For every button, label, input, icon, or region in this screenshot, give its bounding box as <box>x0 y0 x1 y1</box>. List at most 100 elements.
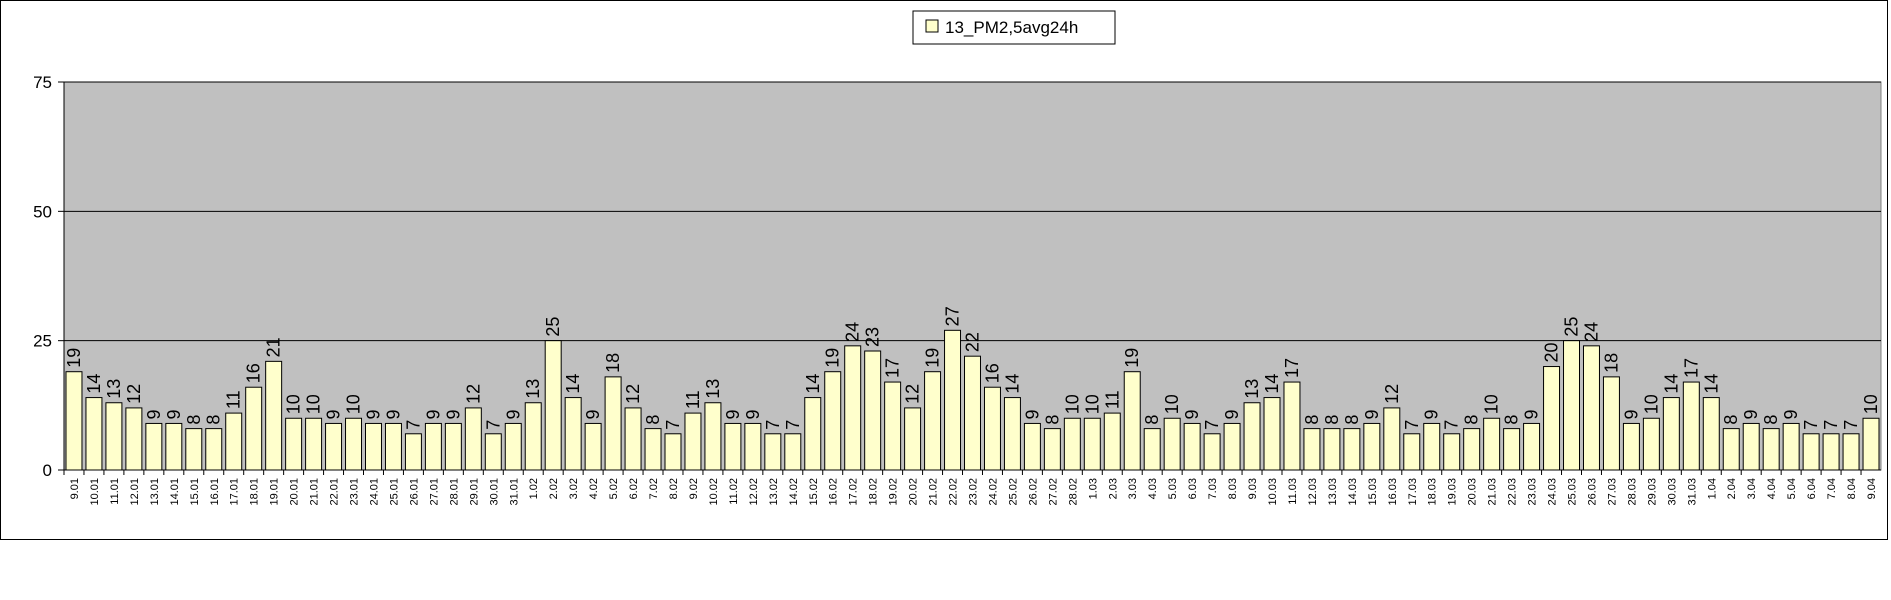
bar <box>1383 407 1401 471</box>
x-tick-label: 12.03 <box>1307 478 1319 506</box>
x-tick-label: 12.01 <box>129 478 141 506</box>
x-tick-label: 5.04 <box>1786 478 1798 499</box>
data-label: 7 <box>403 420 423 430</box>
data-label: 22 <box>963 332 983 352</box>
data-label: 9 <box>1522 409 1542 419</box>
bar <box>1563 340 1580 471</box>
bar <box>904 407 922 471</box>
legend-box <box>912 10 1116 45</box>
x-tick-label: 10.02 <box>708 478 720 506</box>
x-tick-label: 5.03 <box>1167 478 1179 499</box>
bar <box>1842 433 1860 471</box>
bar <box>564 397 582 471</box>
bar <box>664 433 682 471</box>
x-tick-label: 14.03 <box>1347 478 1359 506</box>
x-tick-label: 25.01 <box>388 478 400 506</box>
data-label: 8 <box>1042 415 1062 425</box>
data-label: 18 <box>603 353 623 373</box>
data-label: 9 <box>164 409 184 419</box>
x-tick-label: 23.01 <box>349 478 361 506</box>
bar <box>85 397 103 471</box>
data-label: 8 <box>204 415 224 425</box>
data-label: 7 <box>483 420 503 430</box>
x-tick-label: 26.02 <box>1027 478 1039 506</box>
bar <box>724 422 742 471</box>
x-tick-label: 6.02 <box>628 478 640 499</box>
data-label: 10 <box>1482 394 1502 414</box>
x-tick-label: 3.02 <box>568 478 580 499</box>
bar <box>604 376 622 471</box>
x-tick-label: 31.03 <box>1686 478 1698 506</box>
data-label: 7 <box>663 420 683 430</box>
bar <box>1543 366 1561 471</box>
data-label: 17 <box>1282 358 1302 378</box>
data-label: 9 <box>144 409 164 419</box>
data-label: 10 <box>1062 394 1082 414</box>
bar <box>624 407 642 471</box>
x-tick-labels: 9.01 10.01 11.01 12.01 13.01 14.01 15.01 16.01 1… <box>69 478 1878 506</box>
x-tick-label: 18.02 <box>868 478 880 506</box>
data-label: 9 <box>383 409 403 419</box>
x-tick-label: 13.03 <box>1327 478 1339 506</box>
x-tick-label: 3.03 <box>1127 478 1139 499</box>
bar <box>1323 428 1341 471</box>
x-tick-label: 9.01 <box>69 478 81 499</box>
bar <box>1682 381 1700 471</box>
bar <box>1602 376 1620 471</box>
data-label: 10 <box>1861 394 1881 414</box>
x-tick-label: 11.03 <box>1287 478 1299 505</box>
bar <box>1303 428 1321 471</box>
data-label: 17 <box>1681 358 1701 378</box>
x-tick-label: 9.04 <box>1866 478 1878 499</box>
x-tick-label: 23.03 <box>1527 478 1539 506</box>
data-label: 8 <box>1342 415 1362 425</box>
data-label: 10 <box>304 394 324 414</box>
x-tick-label: 9.03 <box>1247 478 1259 499</box>
data-label: 12 <box>903 384 923 404</box>
bar <box>784 433 802 471</box>
x-tick-label: 27.03 <box>1606 478 1618 506</box>
data-label: 7 <box>1801 420 1821 430</box>
data-label: 9 <box>1222 409 1242 419</box>
data-label: 9 <box>1621 409 1641 419</box>
data-label: 10 <box>1641 394 1661 414</box>
x-tick-label: 2.03 <box>1107 478 1119 499</box>
y-tick-label: 25 <box>33 332 52 351</box>
y-tick-labels: 0 25 50 75 <box>33 73 52 480</box>
x-tick-label: 23.02 <box>968 478 980 506</box>
x-tick-label: 20.02 <box>908 478 920 506</box>
data-label: 18 <box>1601 353 1621 373</box>
x-tick-label: 4.02 <box>588 478 600 499</box>
data-label: 9 <box>1362 409 1382 419</box>
x-tick-label: 10.01 <box>89 478 101 506</box>
x-tick-label: 28.01 <box>448 478 460 506</box>
x-tick-label: 5.02 <box>608 478 620 499</box>
x-tick-label: 6.04 <box>1806 478 1818 499</box>
bar <box>1343 428 1361 471</box>
data-label: 12 <box>623 384 643 404</box>
bar <box>944 329 962 471</box>
x-tick-label: 24.02 <box>987 478 999 506</box>
data-label: 8 <box>184 415 204 425</box>
x-tick-label: 7.02 <box>648 478 660 499</box>
x-tick-label: 3.04 <box>1746 478 1758 499</box>
data-label: 14 <box>1661 374 1681 394</box>
legend-swatch <box>925 19 939 33</box>
x-tick-label: 17.02 <box>848 478 860 506</box>
y-tick-label: 0 <box>43 461 52 480</box>
x-tick-label: 2.02 <box>548 478 560 499</box>
data-label: 8 <box>643 415 663 425</box>
x-tick-label: 22.01 <box>329 478 341 506</box>
bar <box>1483 417 1501 471</box>
data-label: 9 <box>723 409 743 419</box>
data-label: 11 <box>683 390 703 409</box>
x-tick-label: 29.03 <box>1646 478 1658 506</box>
bar <box>1802 433 1820 471</box>
data-label: 23 <box>863 327 883 347</box>
x-tick-label: 10.03 <box>1267 478 1279 506</box>
x-tick-label: 27.01 <box>428 478 440 506</box>
x-tick-label: 8.02 <box>668 478 680 499</box>
x-tick-label: 29.01 <box>468 478 480 506</box>
